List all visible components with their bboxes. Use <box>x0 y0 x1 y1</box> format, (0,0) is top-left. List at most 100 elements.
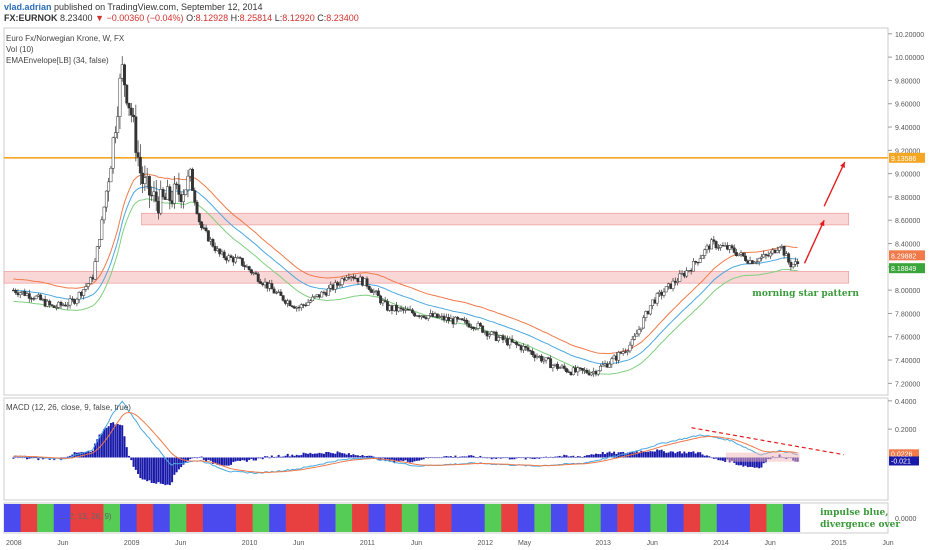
macd-hist-bar <box>753 457 756 468</box>
candle-body <box>435 313 439 318</box>
candle-body <box>14 289 18 294</box>
macd-hist-bar <box>250 457 253 459</box>
candle-body <box>626 350 630 353</box>
price-tick-label: 8.80000 <box>895 195 920 202</box>
impulse-bar <box>749 504 767 532</box>
macd-hist-bar <box>193 457 196 459</box>
macd-hist-bar <box>152 457 155 484</box>
macd-hist-bar <box>198 456 201 458</box>
macd-hist-bar <box>649 451 652 458</box>
macd-hist-bar <box>685 453 688 458</box>
macd-hist-bar <box>424 457 427 458</box>
candle-body <box>299 304 303 308</box>
impulse-bar <box>136 504 154 532</box>
quote-line: FX:EURNOK 8.23400 ▼ −0.00360 (−0.04%) O:… <box>4 13 359 23</box>
macd-hist-bar <box>445 455 448 458</box>
macd-hist-bar <box>381 457 384 459</box>
price-tick-label: 7.20000 <box>895 381 920 388</box>
macd-hist-bar <box>560 456 563 458</box>
macd-hist-bar <box>332 453 335 458</box>
impulse-bar <box>434 504 453 532</box>
candle-body <box>599 365 602 372</box>
macd-hist-bar <box>150 457 153 483</box>
candle-body <box>175 183 179 186</box>
impulse-bar <box>783 504 801 532</box>
legend-ema: EMAEnvelope[LB] (34, false) <box>6 56 109 65</box>
macd-hist-bar <box>252 457 255 461</box>
lower-band-price-tag-bg <box>889 263 925 274</box>
macd-hist-bar <box>363 456 366 458</box>
impulse-bar <box>153 504 171 532</box>
candle-body <box>193 190 197 203</box>
x-tick-label: 2013 <box>595 540 611 547</box>
author-link[interactable]: vlad.adrian <box>4 2 52 12</box>
macd-hist-bar <box>121 425 124 458</box>
candle-body <box>338 284 342 286</box>
macd-hist-bar <box>665 452 668 458</box>
candle-body <box>639 327 643 330</box>
support-resistance-zone <box>3 271 850 284</box>
signal-value-tag: -0.021 <box>891 458 911 465</box>
candle-body <box>351 276 355 279</box>
macd-hist-bar <box>638 452 641 458</box>
macd-hist-bar <box>182 457 185 465</box>
candle-body <box>311 296 315 301</box>
macd-hist-bar <box>180 457 183 468</box>
price-panel-frame <box>3 27 889 396</box>
macd-hist-bar <box>486 457 489 459</box>
macd-hist-bar <box>422 457 425 460</box>
macd-hist-bar <box>447 456 450 458</box>
macd-hist-bar <box>279 456 282 458</box>
macd-hist-bar <box>413 457 416 462</box>
price-tick-label: 9.20000 <box>895 148 920 155</box>
x-tick-label: Jun <box>293 540 304 547</box>
candle-body <box>86 283 90 287</box>
signal-line <box>13 412 798 474</box>
macd-hist-bar <box>411 457 414 463</box>
x-tick-label: 2015 <box>831 540 847 547</box>
candle-body <box>340 278 344 286</box>
macd-hist-bar <box>239 457 242 462</box>
macd-hist-bar <box>123 436 126 458</box>
macd-hist-bar <box>366 455 369 458</box>
price-tick-label: 8.60000 <box>895 218 920 225</box>
macd-hist-bar <box>588 455 591 458</box>
candle-body <box>327 288 330 296</box>
macd-hist-bar <box>694 453 697 458</box>
candle-body <box>127 102 131 109</box>
macd-hist-bar <box>245 457 248 462</box>
candle-body <box>125 84 129 104</box>
candle-body <box>238 257 242 259</box>
high-value: 8.25814 <box>239 13 273 23</box>
macd-hist-bar <box>420 457 423 460</box>
projection-arrow-1 <box>803 219 825 264</box>
candle-body <box>379 295 383 304</box>
macd-hist-bar <box>418 457 421 461</box>
macd-hist-bar <box>635 451 638 458</box>
projection-arrow-2 <box>823 161 846 207</box>
projection-arrow-1-head <box>819 220 825 227</box>
candle-body <box>256 273 260 282</box>
macd-hist-bar <box>701 454 704 458</box>
candle-body <box>637 329 641 335</box>
candle-body <box>191 168 194 191</box>
impulse-bar <box>584 504 602 532</box>
candle-body <box>376 290 380 297</box>
candle-body <box>211 239 215 247</box>
candle-body <box>243 265 247 267</box>
macd-hist-bar <box>479 455 482 458</box>
candle-body <box>313 295 317 298</box>
candle-body <box>549 358 553 369</box>
candle-body <box>555 363 559 369</box>
macd-hist-bar <box>481 457 484 459</box>
macd-hist-bar <box>23 457 26 458</box>
candle-body <box>694 261 698 263</box>
upper-band-price-tag-bg <box>889 250 925 261</box>
macd-hist-bar <box>137 457 140 474</box>
candle-body <box>732 247 736 253</box>
macd-hist-bar <box>706 455 709 458</box>
legend-macd: MACD (12, 26, close, 9, false, true) <box>6 403 131 412</box>
candle-body <box>487 334 491 337</box>
macd-hist-bar <box>230 457 233 465</box>
